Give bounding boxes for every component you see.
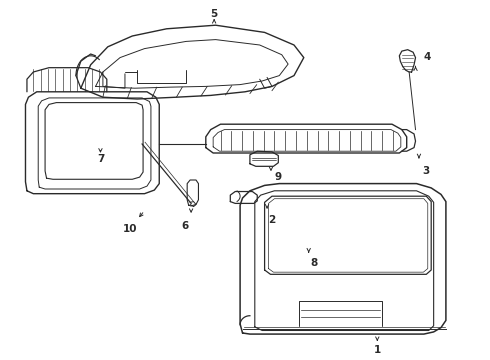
Text: 5: 5: [211, 9, 218, 19]
Text: 6: 6: [182, 221, 189, 231]
Text: 7: 7: [97, 154, 104, 164]
Text: 3: 3: [423, 166, 430, 176]
Text: 1: 1: [374, 345, 381, 355]
Text: 9: 9: [275, 172, 282, 182]
Text: 4: 4: [423, 52, 431, 62]
Text: 2: 2: [269, 215, 275, 225]
Text: 8: 8: [310, 258, 317, 268]
Text: 10: 10: [122, 224, 137, 234]
